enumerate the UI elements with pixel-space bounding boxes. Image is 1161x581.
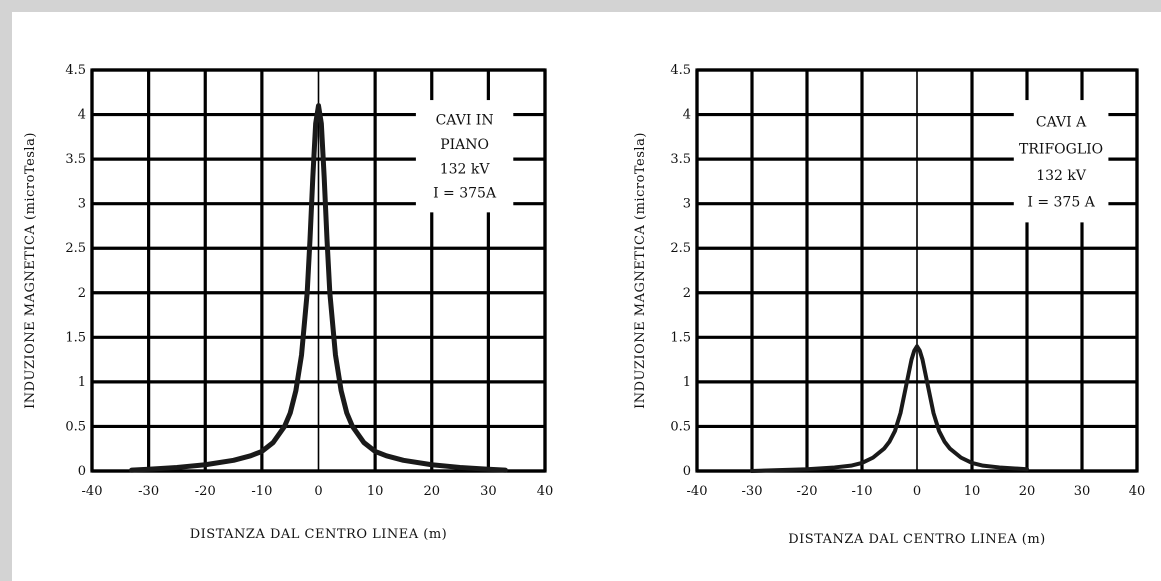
series-line: [750, 344, 1029, 473]
x-tick-label: 20: [423, 484, 440, 499]
y-tick-label: 1: [683, 375, 691, 390]
x-tick-label: -10: [852, 484, 873, 499]
annotation-box: [415, 100, 514, 213]
y-tick-label: 2: [683, 286, 691, 301]
x-tick-label: 40: [537, 484, 554, 499]
y-tick-label: 4.5: [65, 63, 86, 78]
x-tick-label: -20: [195, 484, 216, 499]
y-axis-label: INDUZIONE MAGNETICA (microTesla): [23, 132, 38, 409]
series-line: [129, 103, 508, 473]
y-tick-label: 1.5: [670, 330, 691, 345]
y-tick-label: 3: [78, 197, 86, 212]
y-tick-label: 3: [683, 197, 691, 212]
y-tick-label: 0: [683, 464, 691, 479]
y-tick-label: 2.5: [65, 241, 86, 256]
y-axis-label: INDUZIONE MAGNETICA (microTesla): [633, 132, 648, 409]
x-tick-label: 30: [480, 484, 497, 499]
x-tick-label: 20: [1019, 484, 1036, 499]
x-tick-label: -40: [687, 484, 708, 499]
plot-frame: [90, 68, 547, 473]
x-tick-label: 0: [913, 484, 921, 499]
y-tick-label: 4.5: [670, 63, 691, 78]
y-tick-label: 3.5: [670, 152, 691, 167]
annotation-line: PIANO: [440, 137, 489, 153]
x-tick-label: 10: [964, 484, 981, 499]
y-tick-label: 1: [78, 375, 86, 390]
y-tick-label: 4: [683, 108, 691, 123]
x-tick-label: -40: [82, 484, 103, 499]
y-tick-label: 1.5: [65, 330, 86, 345]
annotation-line: CAVI A: [1036, 115, 1087, 131]
x-tick-label: 30: [1074, 484, 1091, 499]
x-axis-label: DISTANZA DAL CENTRO LINEA (m): [788, 532, 1046, 547]
y-tick-label: 2: [78, 286, 86, 301]
annotation-line: 132 kV: [440, 161, 491, 177]
x-tick-label: -10: [251, 484, 272, 499]
x-tick-label: -30: [742, 484, 763, 499]
y-tick-label: 0.5: [670, 419, 691, 434]
x-tick-label: -30: [138, 484, 159, 499]
annotation-line: I = 375A: [433, 186, 497, 202]
annotation-line: CAVI IN: [436, 112, 494, 128]
plot-frame: [695, 68, 1139, 473]
chart-trefoil-cables: CAVI A TRIFOGLIO 132 kV I = 375 A -40 -30 -20 -…: [633, 63, 1145, 547]
y-tick-label: 3.5: [65, 152, 86, 167]
annotation-box: [1013, 100, 1109, 223]
y-tick-label: 0.5: [65, 419, 86, 434]
x-tick-label: 40: [1129, 484, 1146, 499]
y-tick-label: 4: [78, 108, 86, 123]
x-tick-label: 0: [314, 484, 322, 499]
y-tick-label: 0: [78, 464, 86, 479]
annotation-line: TRIFOGLIO: [1019, 141, 1103, 157]
x-tick-label: -20: [797, 484, 818, 499]
x-axis-label: DISTANZA DAL CENTRO LINEA (m): [190, 527, 448, 542]
annotation-line: 132 kV: [1036, 168, 1087, 184]
y-tick-label: 2.5: [670, 241, 691, 256]
x-tick-label: 10: [367, 484, 384, 499]
annotation-line: I = 375 A: [1027, 194, 1095, 210]
chart-planar-cables: CAVI IN PIANO 132 kV I = 375A -40 -30 -20 -10 0 1…: [23, 63, 553, 542]
